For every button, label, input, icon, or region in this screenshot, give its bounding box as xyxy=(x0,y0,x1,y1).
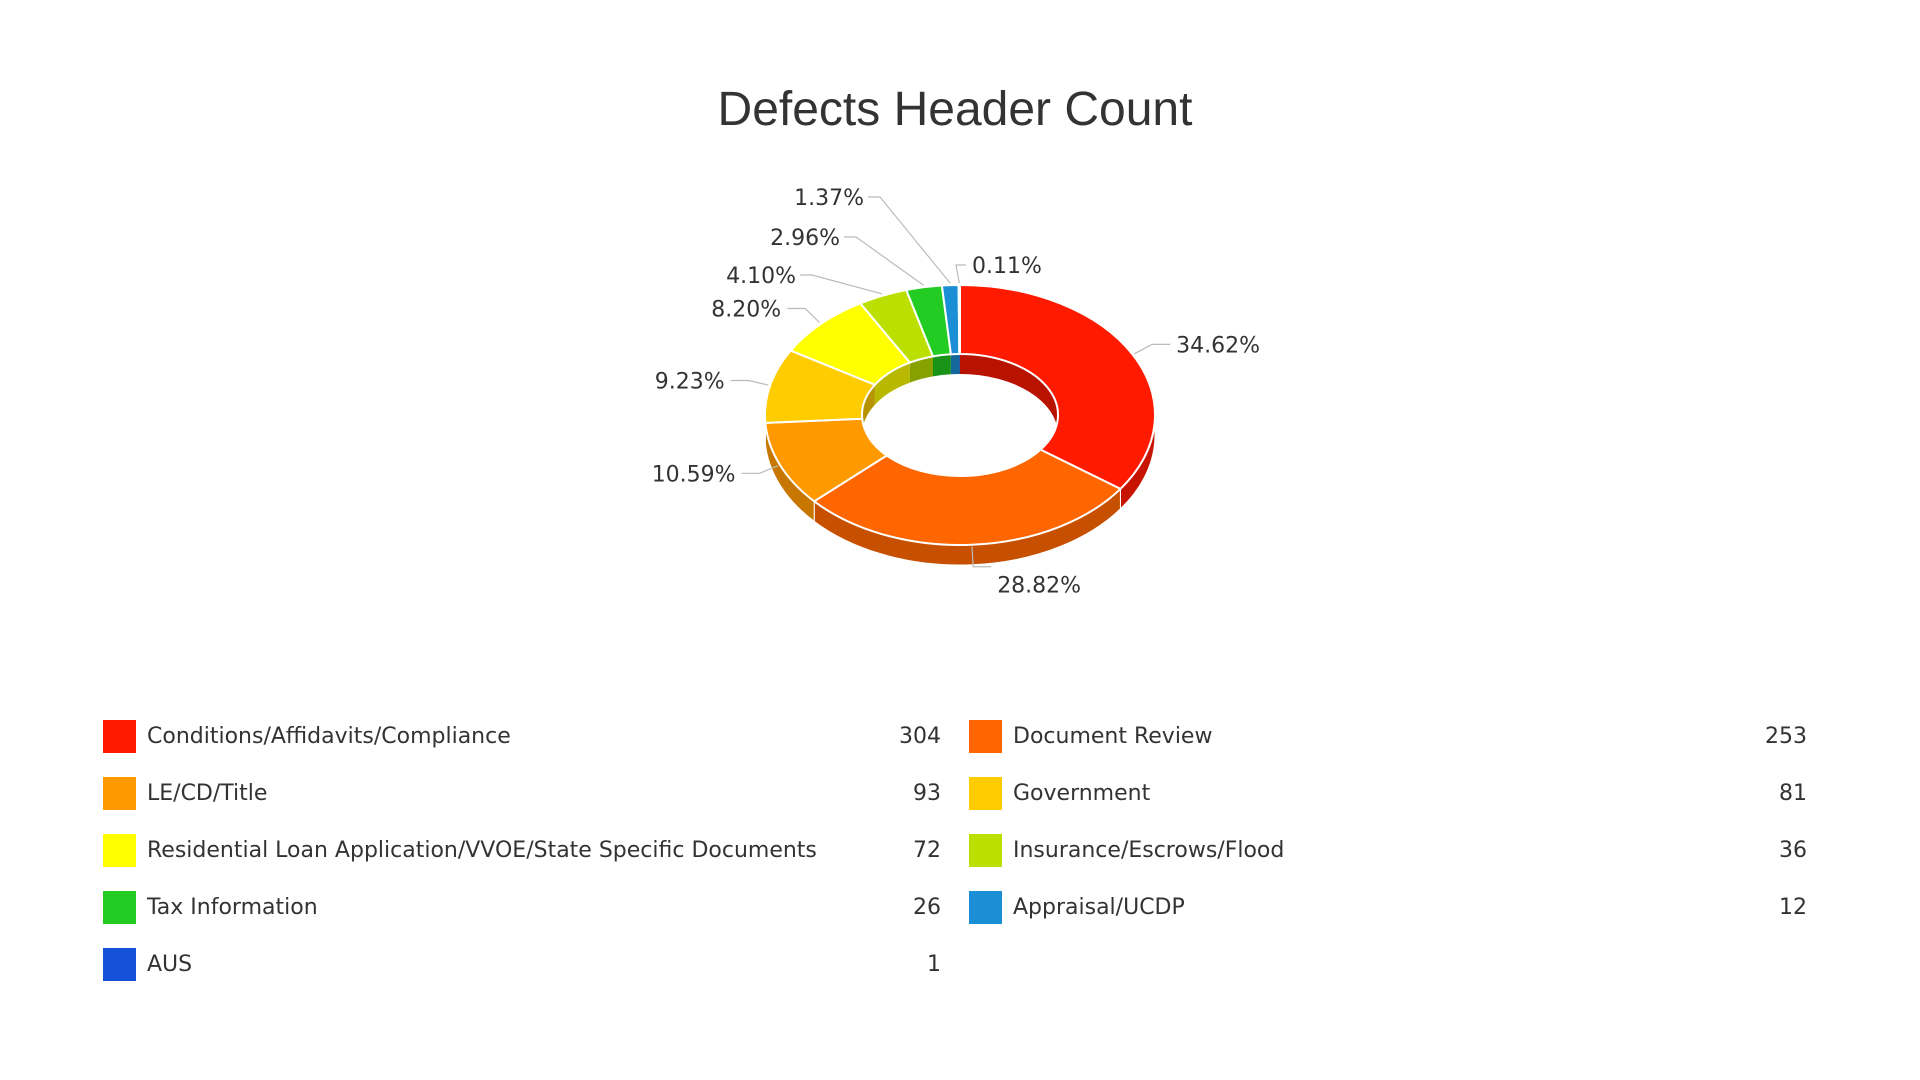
legend-item[interactable]: Appraisal/UCDP 12 xyxy=(969,879,1807,936)
legend-swatch xyxy=(969,720,1002,753)
legend-swatch xyxy=(969,777,1002,810)
legend-label: Conditions/Affidavits/Compliance xyxy=(147,724,511,749)
legend-swatch xyxy=(969,834,1002,867)
leader-line-8 xyxy=(955,264,966,284)
legend-value: 36 xyxy=(1779,838,1807,863)
slice-inner-wall-7 xyxy=(950,354,960,375)
legend-swatch xyxy=(969,891,1002,924)
donut-slices xyxy=(764,283,1156,546)
legend-item[interactable]: Document Review 253 xyxy=(969,708,1807,765)
legend-value: 26 xyxy=(913,895,941,920)
legend-item[interactable]: Insurance/Escrows/Flood 36 xyxy=(969,822,1807,879)
legend-item[interactable]: LE/CD/Title 93 xyxy=(103,765,941,822)
leader-line-3 xyxy=(730,379,769,386)
slice-0[interactable] xyxy=(959,283,1156,491)
legend-label: LE/CD/Title xyxy=(147,781,268,806)
leader-line-2 xyxy=(741,465,779,474)
legend-item[interactable]: Residential Loan Application/VVOE/State … xyxy=(103,822,941,879)
slice-inner-wall-4 xyxy=(874,362,910,405)
slice-inner-wall-3 xyxy=(862,384,875,435)
percent-label-8: 0.11% xyxy=(972,254,1042,279)
legend-value: 253 xyxy=(1765,724,1807,749)
legend-label: Appraisal/UCDP xyxy=(1013,895,1185,920)
legend-label: Document Review xyxy=(1013,724,1213,749)
legend-value: 304 xyxy=(899,724,941,749)
legend-value: 93 xyxy=(913,781,941,806)
legend-swatch xyxy=(103,777,136,810)
legend-label: Residential Loan Application/VVOE/State … xyxy=(147,838,817,863)
slice-1[interactable] xyxy=(812,448,1123,546)
legend-swatch xyxy=(103,720,136,753)
legend-item[interactable]: Conditions/Affidavits/Compliance 304 xyxy=(103,708,941,765)
leader-line-0 xyxy=(1134,343,1171,355)
slice-inner-wall-8 xyxy=(959,354,960,375)
percent-label-2: 10.59% xyxy=(652,462,736,487)
leader-line-6 xyxy=(844,236,924,286)
legend-item[interactable]: Government 81 xyxy=(969,765,1807,822)
legend-swatch xyxy=(103,891,136,924)
legend-value: 1 xyxy=(927,952,941,977)
percent-label-3: 9.23% xyxy=(655,369,725,394)
legend-value: 12 xyxy=(1779,895,1807,920)
percent-label-4: 8.20% xyxy=(711,297,781,322)
slice-inner-wall-0 xyxy=(960,354,1058,435)
legend-value: 81 xyxy=(1779,781,1807,806)
legend-swatch xyxy=(103,834,136,867)
legend-swatch xyxy=(103,948,136,981)
leader-line-5 xyxy=(800,274,883,295)
percent-label-5: 4.10% xyxy=(726,264,796,289)
donut-chart: 34.62% 28.82% 10.59% 9.23% 8.20% 4.10% 2.96% 1.… xyxy=(652,186,1260,599)
slice-inner-wall-6 xyxy=(933,354,951,377)
legend-item[interactable]: AUS 1 xyxy=(103,936,941,993)
legend-label: AUS xyxy=(147,952,193,977)
legend-label: Government xyxy=(1013,781,1151,806)
leader-line-7 xyxy=(868,196,951,284)
leader-line-1 xyxy=(971,546,992,568)
percent-label-7: 1.37% xyxy=(794,186,864,211)
leader-line-4 xyxy=(787,307,820,323)
percent-label-6: 2.96% xyxy=(770,226,840,251)
legend-label: Insurance/Escrows/Flood xyxy=(1013,838,1285,863)
legend-item[interactable]: Tax Information 26 xyxy=(103,879,941,936)
slice-8[interactable] xyxy=(957,283,961,356)
percent-labels: 34.62% 28.82% 10.59% 9.23% 8.20% 4.10% 2.96% 1.… xyxy=(652,186,1260,599)
percent-label-0: 34.62% xyxy=(1176,333,1260,358)
chart-title: Defects Header Count xyxy=(717,83,1193,136)
legend-label: Tax Information xyxy=(147,895,318,920)
donut-depth xyxy=(764,354,1156,566)
legend-value: 72 xyxy=(913,838,941,863)
percent-label-1: 28.82% xyxy=(997,574,1081,599)
slice-inner-wall-5 xyxy=(909,356,934,383)
legend: Conditions/Affidavits/Compliance 304 Docum… xyxy=(103,708,1815,993)
